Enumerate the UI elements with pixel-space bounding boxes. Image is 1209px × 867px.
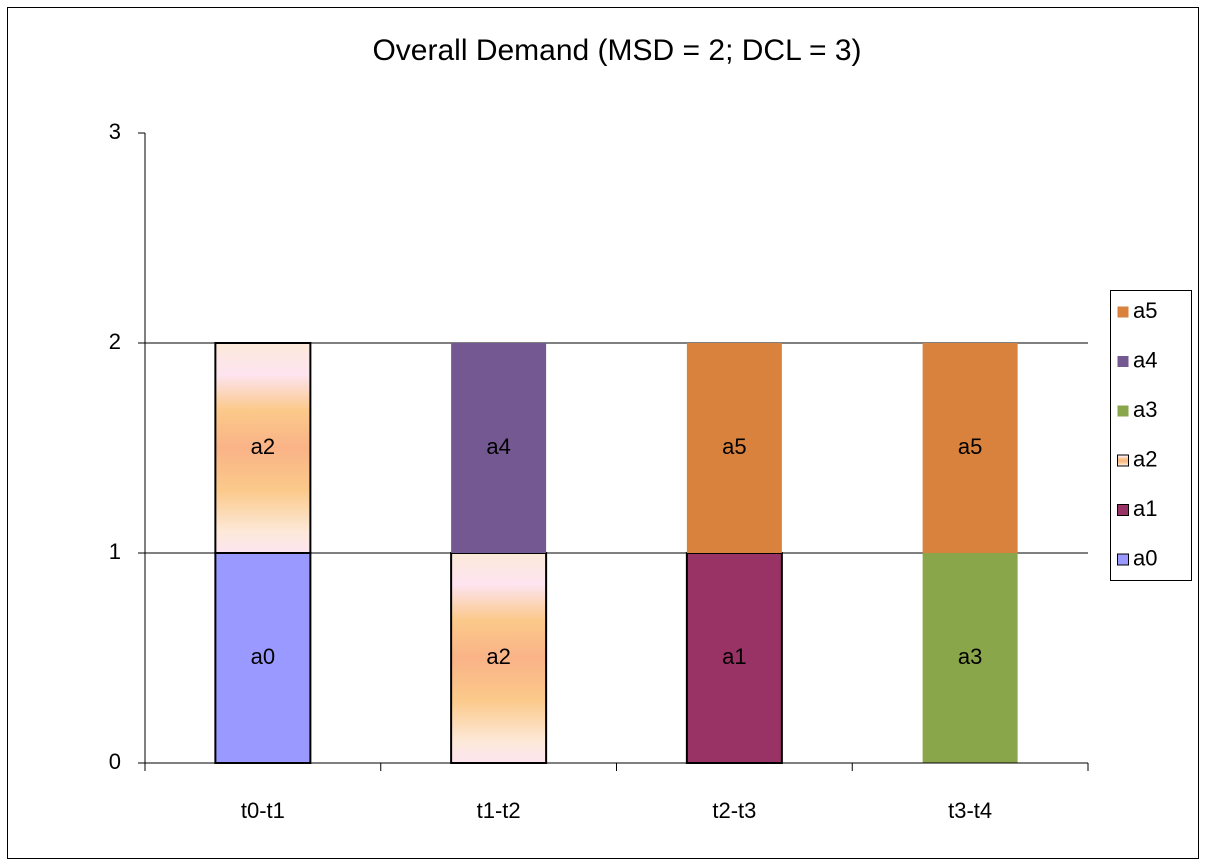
data-label: a5	[958, 434, 982, 459]
y-tick-label: 3	[109, 119, 121, 144]
legend-box	[1110, 290, 1192, 581]
bar-segment	[450, 552, 548, 764]
x-tick-label: t3-t4	[948, 798, 992, 823]
legend-label: a0	[1133, 545, 1157, 570]
legend-label: a4	[1133, 347, 1157, 372]
legend-swatch	[1117, 356, 1129, 367]
data-label: a5	[722, 434, 746, 459]
bar-segment	[451, 343, 547, 553]
x-tick-label: t1-t2	[477, 798, 521, 823]
legend-label: a1	[1133, 496, 1157, 521]
chart-frame	[7, 7, 1199, 859]
data-label: a2	[486, 644, 510, 669]
x-tick-label: t2-t3	[712, 798, 756, 823]
bar-segment	[214, 342, 312, 554]
x-tick-label: t0-t1	[241, 798, 285, 823]
legend-swatch	[1117, 454, 1129, 467]
legend-swatch	[1117, 405, 1129, 417]
data-label: a0	[251, 644, 275, 669]
legend-swatch	[1117, 306, 1129, 318]
legend-label: a5	[1133, 298, 1157, 323]
bar-segment	[686, 343, 782, 553]
data-label: a1	[722, 644, 746, 669]
chart-title: Overall Demand (MSD = 2; DCL = 3)	[372, 34, 861, 67]
data-label: a2	[251, 434, 275, 459]
bar-segment	[922, 343, 1018, 553]
legend-swatch	[1117, 504, 1129, 516]
bar-segment	[922, 553, 1018, 763]
legend-label: a3	[1133, 397, 1157, 422]
data-label: a4	[486, 434, 510, 459]
y-tick-label: 1	[109, 539, 121, 564]
data-label: a3	[958, 644, 982, 669]
y-tick-label: 0	[109, 749, 121, 774]
legend-label: a2	[1133, 446, 1157, 471]
y-tick-label: 2	[109, 329, 121, 354]
legend-swatch	[1117, 553, 1129, 566]
